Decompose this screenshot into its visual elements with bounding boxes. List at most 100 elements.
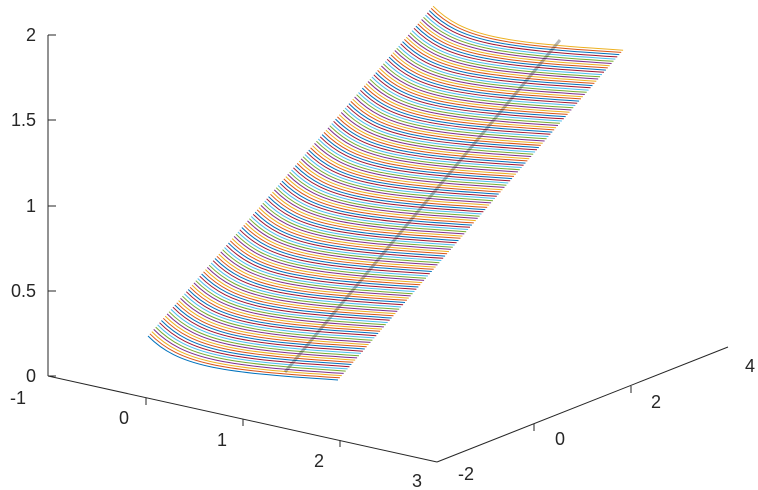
surface-curve	[268, 196, 459, 242]
surface-curve	[365, 83, 557, 129]
y-tick-label: 2	[651, 392, 661, 412]
surface-ridge	[283, 39, 562, 373]
surface-curve	[323, 132, 515, 177]
surface-curve	[199, 275, 390, 321]
surface-curve	[400, 43, 591, 89]
x-tick-label: 3	[412, 471, 422, 490]
surface-curve	[233, 236, 425, 281]
surface-curve	[316, 140, 507, 186]
surface-curve	[413, 27, 605, 73]
surface-curve	[310, 147, 501, 193]
surface-curve	[250, 216, 442, 261]
surface-curve	[174, 304, 365, 350]
surface-curve	[396, 47, 587, 93]
surface-curve	[281, 180, 472, 226]
surface-curve	[201, 273, 392, 319]
surface-curve	[235, 233, 427, 279]
surface-curve	[388, 56, 580, 102]
surface-curve	[411, 30, 603, 76]
surface-curve	[346, 105, 538, 151]
surface-curve	[149, 333, 340, 379]
surface-curve	[398, 45, 589, 91]
surface-curve	[270, 193, 461, 239]
surface-curve	[384, 61, 576, 106]
surface-curve	[218, 253, 409, 299]
surface-curve	[356, 94, 547, 140]
surface-curve	[407, 34, 599, 80]
surface-curve	[249, 218, 440, 264]
surface-curve	[247, 220, 438, 266]
surface-curve	[409, 32, 601, 78]
surface-curve	[162, 317, 354, 363]
surface-curve	[415, 25, 606, 71]
surface-curve	[302, 156, 494, 202]
x-tick-label: 1	[217, 430, 227, 450]
surface-curve	[285, 176, 476, 222]
surface-curve	[260, 205, 451, 250]
surface-curve	[287, 174, 478, 219]
surface-curve	[229, 240, 421, 286]
surface-curve	[185, 291, 377, 337]
surface-curve	[164, 315, 356, 361]
y-axis-line	[436, 346, 729, 463]
surface-curve	[222, 249, 413, 295]
surface-curve	[289, 171, 480, 217]
surface-curve	[360, 89, 551, 135]
surface-curve	[170, 309, 362, 354]
surface-curve	[329, 125, 520, 171]
surface-curve	[338, 114, 530, 160]
surface-curve	[354, 96, 545, 142]
surface-curve	[386, 58, 578, 104]
surface-curve	[312, 145, 503, 191]
y-tick-label: 4	[745, 356, 755, 376]
surface-curve	[262, 202, 453, 248]
surface-curve	[381, 65, 572, 111]
y-tick-label: 0	[555, 429, 565, 449]
surface-curve	[404, 39, 595, 84]
surface-curve	[208, 264, 400, 310]
surface-curve	[432, 5, 624, 51]
surface-curve	[394, 50, 585, 95]
surface-curve	[239, 229, 430, 275]
surface-curve	[426, 12, 618, 58]
surface-curve	[363, 85, 555, 131]
surface-curve	[392, 52, 583, 98]
surface-curve	[231, 238, 423, 284]
surface-curve	[419, 21, 610, 67]
surface-curve	[159, 322, 350, 368]
surface-curve	[272, 191, 463, 237]
surface-curve	[153, 329, 344, 374]
surface-curve	[252, 213, 444, 259]
surface-curve	[306, 151, 497, 197]
surface-curve	[402, 41, 593, 87]
axes: 0 0.5 1 1.5 2 -1 0 1 2 3 -2 0 2 4	[10, 25, 755, 490]
surface-curve	[214, 258, 406, 303]
surface-curve	[166, 313, 358, 359]
surface-curve	[187, 289, 379, 334]
surface-curve	[172, 306, 363, 352]
surface-curve	[220, 251, 411, 297]
surface-curve	[168, 311, 360, 357]
surface-curve	[226, 244, 417, 290]
surface-curve	[176, 302, 367, 348]
x-tick-label: 2	[314, 451, 324, 471]
surface-curve	[216, 255, 407, 301]
surface-curve	[147, 335, 339, 381]
surface-curve	[293, 167, 484, 213]
surface-curve	[291, 169, 482, 215]
surface-curve	[367, 81, 559, 126]
surface-curve	[258, 207, 450, 253]
surface-curve	[161, 320, 352, 365]
z-tick-label: 0.5	[11, 281, 36, 301]
surface-curve	[340, 112, 532, 157]
z-tick-label: 2	[26, 25, 36, 45]
surface-curve	[195, 280, 386, 326]
surface-curve	[266, 198, 457, 244]
surface-curve	[425, 14, 616, 60]
surface-curve	[423, 16, 614, 62]
surface-curve	[191, 284, 383, 330]
surface-curve	[314, 143, 505, 188]
z-tick-label: 1	[26, 196, 36, 216]
surface-curve	[184, 293, 375, 339]
surface-curve	[275, 187, 467, 233]
